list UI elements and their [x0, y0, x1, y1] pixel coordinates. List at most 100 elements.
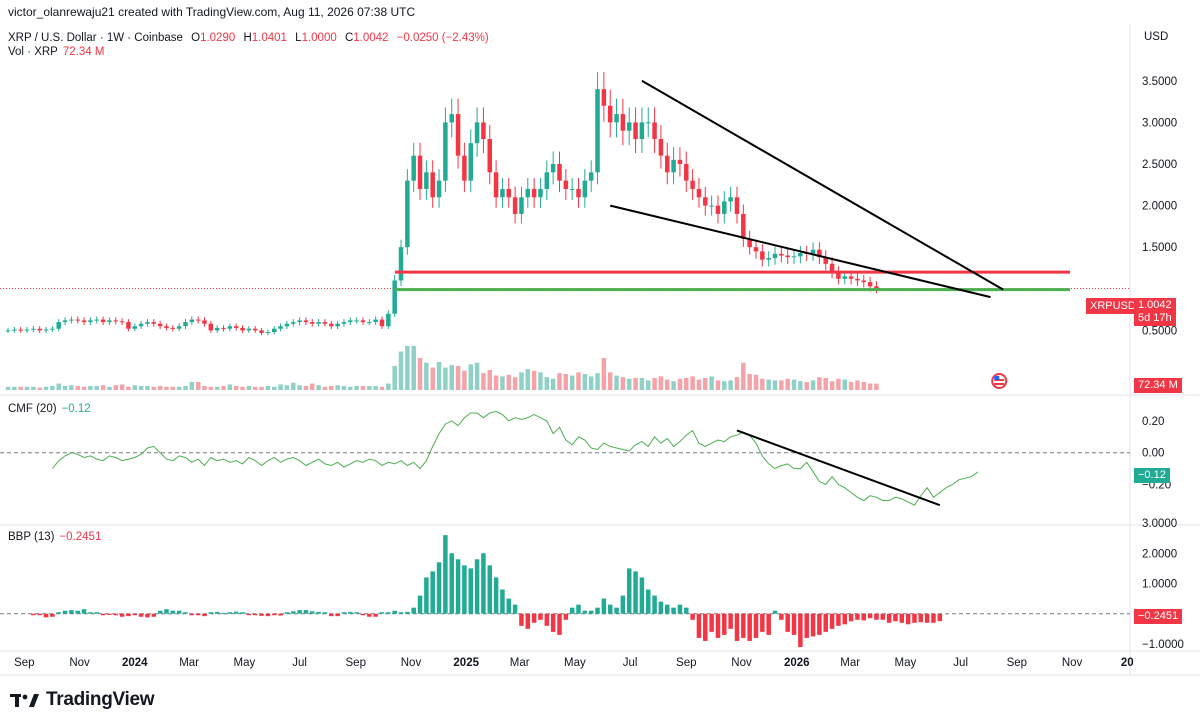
candle-body — [474, 122, 480, 144]
currency-label[interactable]: USD — [1144, 31, 1169, 43]
volume-bar — [430, 367, 435, 390]
volume-bar — [138, 385, 144, 390]
volume-bar — [791, 379, 797, 390]
candle-body — [633, 122, 638, 140]
volume-bar — [329, 385, 334, 390]
volume-bar — [671, 381, 676, 390]
volume-bar — [354, 385, 359, 390]
candle-body — [240, 327, 245, 331]
bbp-bar — [398, 612, 404, 614]
candle-body — [183, 322, 188, 327]
candle-body — [607, 105, 613, 123]
time-axis-tick: Jul — [953, 657, 968, 669]
candle-body — [493, 172, 499, 198]
candle-body — [443, 122, 448, 181]
volume-bar — [360, 385, 366, 390]
volume-bar — [842, 379, 847, 390]
bbp-bar — [271, 613, 277, 616]
bbp-bar — [715, 613, 721, 638]
bbp-bar — [392, 610, 397, 614]
candle-body — [75, 319, 80, 321]
candle-body — [595, 89, 600, 173]
bbp-bar — [379, 612, 385, 614]
volume-bar — [607, 372, 613, 390]
volume-legend: Vol · XRP 72.34 M — [8, 45, 104, 59]
open-value: 1.0290 — [200, 32, 236, 44]
candle-body — [195, 319, 201, 321]
time-axis-tick: Mar — [510, 657, 530, 669]
event-flag-canton — [994, 376, 1000, 380]
bbp-bar — [126, 613, 131, 617]
volume-bar — [848, 381, 854, 390]
symbol-title[interactable]: XRP / U.S. Dollar · 1W · Coinbase — [8, 32, 183, 44]
bbp-bar — [607, 604, 613, 614]
volume-bar — [436, 361, 442, 390]
candle-body — [430, 172, 435, 198]
bbp-bar — [538, 613, 543, 620]
candle-body — [284, 323, 290, 327]
candle-body — [512, 197, 518, 214]
candle-body — [411, 155, 416, 181]
candle-body — [392, 280, 397, 314]
volume-bar — [202, 385, 207, 390]
last-price-tag: 1.0042 — [1134, 298, 1176, 313]
lower-trendline — [609, 204, 991, 299]
candle-body — [278, 326, 283, 329]
bbp-bar — [449, 553, 454, 614]
bbp-bar — [829, 613, 835, 629]
volume-bar — [481, 373, 486, 390]
bbp-bar — [905, 613, 911, 625]
bbp-bar — [519, 613, 524, 626]
bbp-bar — [728, 613, 733, 629]
volume-bar — [265, 385, 271, 390]
symbol-legend: XRP / U.S. Dollar · 1W · Coinbase O1.029… — [8, 32, 489, 44]
candle-body — [779, 253, 784, 256]
volume-bar — [620, 377, 626, 390]
volume-bar — [170, 386, 176, 390]
candle-body — [417, 155, 423, 189]
volume-bar — [455, 365, 461, 390]
time-axis-tick: Sep — [14, 657, 34, 669]
bbp-bar — [931, 613, 936, 623]
volume-bar — [259, 386, 264, 390]
volume-bar — [310, 383, 315, 390]
candle-body — [645, 122, 651, 124]
volume-bar — [474, 362, 480, 390]
bbp-bar — [176, 610, 182, 614]
bbp-label[interactable]: BBP (13) — [8, 531, 55, 543]
bbp-bar — [291, 611, 296, 614]
cmf-label[interactable]: CMF (20) — [8, 403, 57, 415]
volume-bar — [468, 364, 473, 390]
candle-body — [227, 326, 233, 329]
volume-bar — [69, 385, 74, 390]
volume-bar — [145, 385, 150, 390]
bbp-bar — [69, 610, 74, 614]
bbp-bar — [265, 613, 271, 617]
bbp-bar — [658, 601, 664, 614]
high-value: 1.0401 — [251, 32, 287, 44]
tradingview-footer[interactable]: TradingView — [10, 689, 155, 711]
volume-label[interactable]: Vol · XRP — [8, 46, 58, 58]
candle-body — [671, 159, 676, 173]
volume-bar — [538, 372, 543, 390]
time-axis-tick: 20 — [1121, 657, 1134, 669]
candle-body — [455, 114, 461, 156]
bbp-bar — [132, 613, 138, 616]
bbp-bar — [633, 571, 638, 614]
bbp-bar — [665, 604, 670, 614]
cmf-tag: −0.12 — [1134, 468, 1170, 483]
volume-bar — [690, 376, 695, 390]
volume-bar — [164, 386, 169, 390]
candle-body — [588, 172, 594, 181]
bbp-bar — [195, 613, 201, 616]
time-axis-tick: 2024 — [122, 657, 148, 669]
candle-body — [81, 320, 87, 323]
bbp-bar — [151, 613, 157, 617]
bbp-bar — [645, 589, 651, 614]
candle-body — [94, 319, 99, 321]
time-axis-tick: 2026 — [784, 657, 810, 669]
candle-body — [703, 197, 708, 206]
candle-body — [310, 322, 315, 324]
volume-bar — [367, 385, 372, 390]
